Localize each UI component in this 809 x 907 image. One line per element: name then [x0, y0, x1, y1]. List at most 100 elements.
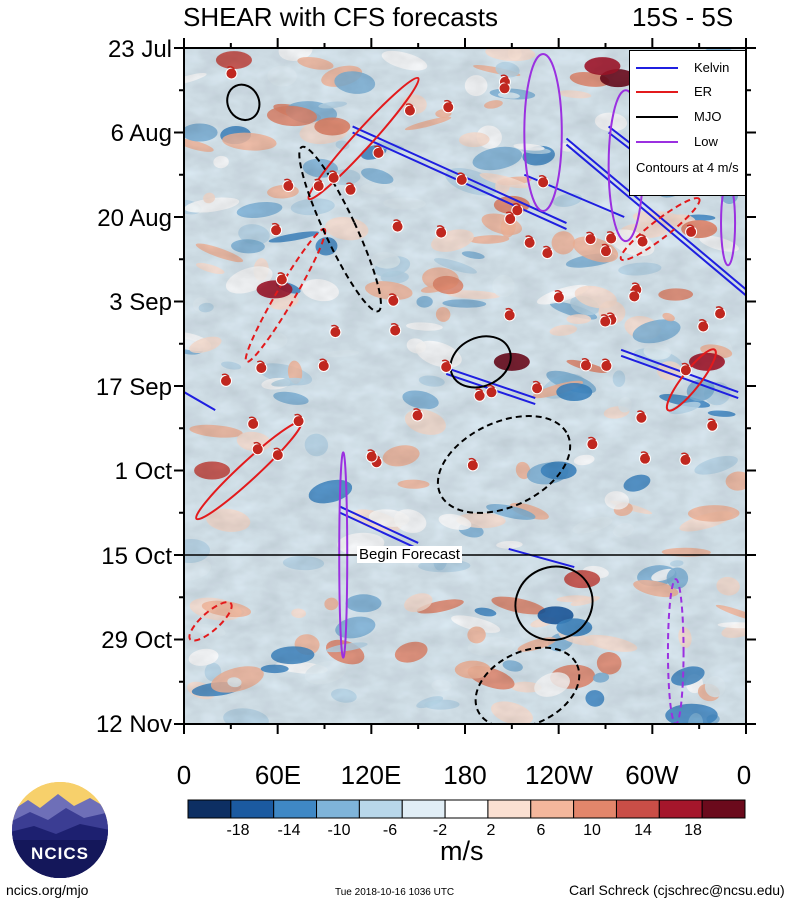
- storm-marker-dot: [403, 104, 416, 117]
- storm-marker: [537, 174, 550, 189]
- storm-marker-dot: [440, 360, 453, 373]
- storm-marker: [600, 358, 613, 372]
- storm-marker-dot: [292, 415, 305, 428]
- storm-marker-dot: [714, 307, 727, 320]
- storm-marker-dot: [706, 419, 719, 432]
- kelvin-contour: [620, 348, 739, 393]
- storm-marker-arm: [271, 222, 280, 227]
- y-tick-label: 17 Sep: [95, 374, 172, 401]
- storm-marker: [344, 182, 357, 196]
- storm-marker-arm: [329, 170, 338, 175]
- storm-marker-dot: [247, 417, 260, 430]
- storm-marker-arm: [405, 103, 414, 108]
- colorbar-swatch: [444, 799, 489, 819]
- x-tick-label: 120W: [525, 760, 593, 790]
- legend-item-mjo: MJO: [636, 109, 744, 125]
- storm-marker-dot: [584, 233, 597, 246]
- storm-marker: [584, 231, 597, 246]
- region-label: 15S - 5S: [632, 2, 734, 32]
- storm-marker-dot: [685, 225, 698, 238]
- storm-marker-arm: [457, 172, 466, 177]
- storm-marker-arm: [707, 418, 716, 423]
- colorbar-swatch: [316, 799, 360, 819]
- er-contours: [188, 76, 717, 642]
- storm-marker-dot: [511, 204, 524, 217]
- colorbar-swatch: [701, 799, 746, 819]
- legend-swatch: [636, 91, 678, 93]
- storm-marker: [697, 319, 710, 333]
- storm-marker-arm: [588, 436, 596, 441]
- storm-marker: [706, 418, 719, 432]
- colorbar-swatch: [658, 799, 703, 819]
- storm-marker: [605, 231, 618, 245]
- storm-marker-arm: [331, 324, 339, 329]
- storm-marker: [292, 413, 305, 428]
- storm-marker-dot: [387, 294, 400, 307]
- storm-marker: [317, 358, 330, 372]
- storm-marker: [552, 289, 565, 304]
- storm-marker-arm: [346, 182, 355, 187]
- storm-marker: [498, 80, 511, 95]
- storm-marker-arm: [468, 457, 477, 462]
- kelvin-contour: [339, 505, 419, 544]
- storm-marker-arm: [443, 99, 452, 104]
- storm-marker-arm: [512, 202, 521, 207]
- storm-marker-arm: [367, 449, 376, 454]
- storm-marker-dot: [628, 290, 641, 303]
- storm-marker-arm: [500, 74, 509, 79]
- storm-marker-arm: [436, 225, 445, 230]
- colorbar-tick-label: -18: [226, 822, 250, 839]
- storm-marker-arm: [600, 314, 609, 319]
- axis-ticks: [174, 38, 756, 734]
- mjo-contour: [436, 415, 572, 514]
- storm-markers: [220, 50, 734, 472]
- kelvin-contour: [565, 143, 746, 297]
- storm-marker-arm: [221, 373, 230, 378]
- legend-label: Kelvin: [694, 60, 730, 75]
- storm-marker-dot: [411, 409, 424, 422]
- storm-marker-dot: [466, 459, 479, 472]
- storm-marker: [679, 362, 692, 377]
- storm-marker: [251, 441, 264, 456]
- kelvin-contour: [565, 137, 746, 291]
- storm-marker-arm: [256, 360, 265, 365]
- storm-marker-arm: [602, 358, 611, 363]
- storm-marker: [255, 360, 268, 374]
- storm-marker: [466, 457, 479, 472]
- storm-marker: [440, 359, 453, 373]
- storm-marker-arm: [638, 234, 647, 239]
- storm-marker-arm: [606, 231, 615, 235]
- colorbar-tick-label: 6: [536, 822, 546, 839]
- x-tick-label: 60E: [254, 760, 302, 790]
- storm-marker-dot: [270, 224, 283, 237]
- y-tick-label: 3 Sep: [109, 289, 172, 316]
- legend-swatch: [636, 141, 678, 143]
- legend-item-kelvin: Kelvin: [636, 60, 744, 76]
- legend-label: MJO: [694, 109, 722, 124]
- colorbar-swatch: [401, 799, 446, 819]
- colorbar-swatch: [230, 799, 275, 819]
- storm-marker: [636, 234, 649, 248]
- storm-marker-dot: [275, 273, 288, 286]
- storm-marker: [531, 380, 544, 395]
- storm-marker: [389, 323, 402, 337]
- storm-marker-arm: [294, 413, 303, 418]
- storm-marker-dot: [636, 235, 649, 248]
- y-tick-label: 12 Nov: [95, 711, 172, 738]
- storm-marker-arm: [607, 312, 615, 317]
- colorbar-tick-label: 18: [684, 822, 702, 839]
- storm-marker-arm: [277, 272, 286, 277]
- storm-marker-dot: [365, 450, 378, 463]
- storm-marker: [504, 211, 517, 225]
- storm-marker: [503, 307, 516, 322]
- er-contour: [188, 601, 233, 642]
- storm-marker: [714, 306, 727, 320]
- footer-url[interactable]: ncics.org/mjo: [6, 882, 89, 898]
- colorbar: [187, 799, 746, 819]
- storm-marker-arm: [581, 357, 590, 362]
- storm-marker-dot: [531, 382, 544, 395]
- colorbar-tick-label: -6: [382, 822, 398, 839]
- storm-marker-dot: [442, 101, 455, 114]
- kelvin-contour: [620, 354, 739, 400]
